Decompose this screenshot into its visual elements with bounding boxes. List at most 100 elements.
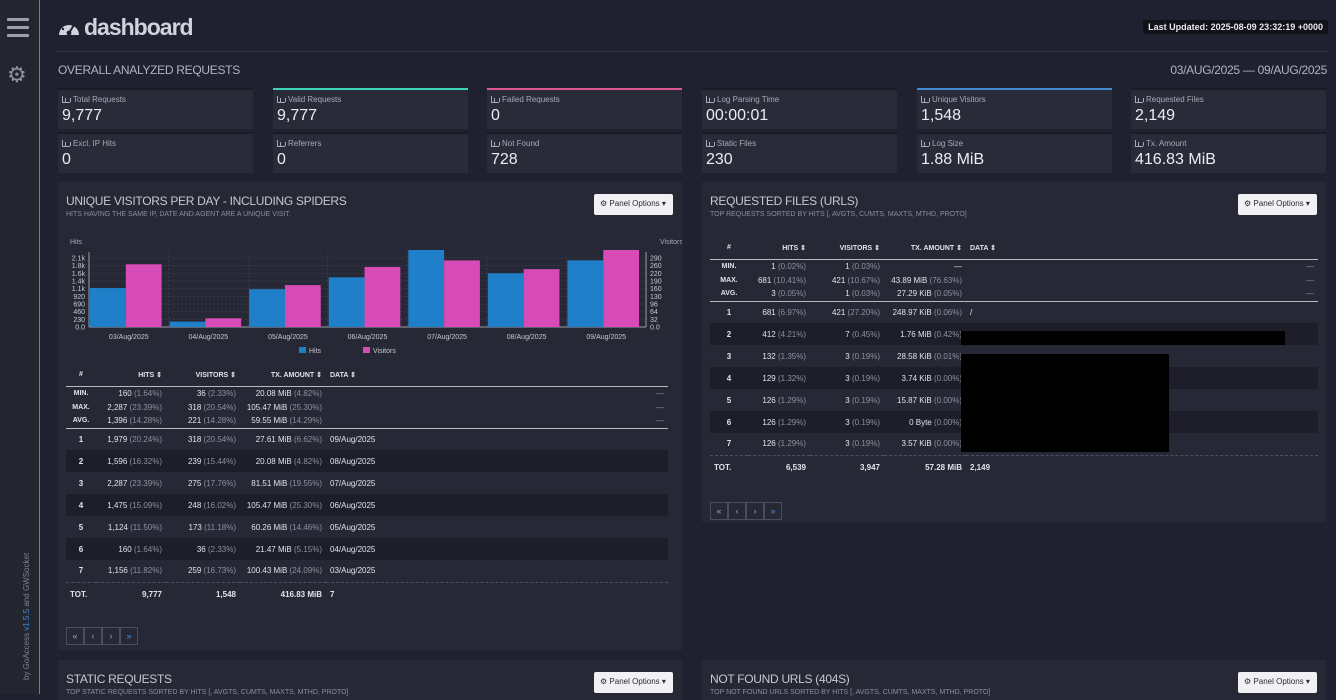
column-header[interactable]: HITS ⇕	[748, 237, 810, 260]
panel-options-button[interactable]: ⚙ Panel Options ▾	[1238, 194, 1317, 215]
date-range: 03/AUG/2025 — 09/AUG/2025	[1170, 63, 1327, 77]
prev-page-button[interactable]: ‹	[728, 502, 746, 520]
tx-percent: (6.62%)	[293, 434, 322, 444]
hits-percent: (23.39%)	[129, 478, 162, 488]
hits-percent: (11.82%)	[130, 566, 162, 576]
y2-tick-label: 0.0	[650, 325, 660, 332]
table-row[interactable]: 3 132 (1.35%) 3 (0.19%) 28.58 KiB (0.01%)	[710, 345, 1318, 367]
visitors-cell: 36 (2.33%)	[166, 538, 240, 560]
column-header[interactable]: DATA ⇕	[326, 364, 668, 387]
logo-text: dashboard	[84, 14, 194, 40]
y2-tick-label: 64	[650, 309, 658, 316]
y2-tick-label: 220	[650, 271, 662, 278]
table-row[interactable]: 4 1,475 (15.09%) 248 (16.02%) 105.47 MiB (2…	[66, 494, 668, 516]
panel-options-label: Panel Options	[609, 677, 660, 686]
first-page-button[interactable]: «	[66, 627, 84, 645]
visitors-value: 36	[196, 544, 206, 554]
stat-label-text: Failed Requests	[502, 95, 560, 104]
column-header[interactable]: #	[710, 237, 748, 260]
stat-card: Log Size 1.88 MiB	[917, 132, 1112, 173]
files-table: # HITS ⇕ VISITORS ⇕ TX. AMOUNT ⇕ DATA ⇕ MIN. 1…	[710, 237, 1318, 479]
tx-percent: (76.63%)	[929, 275, 962, 285]
table-row[interactable]: 1 681 (6.97%) 421 (27.20%) 248.97 KiB (0.06…	[710, 300, 1318, 323]
hits-cell: 1,156 (11.82%)	[96, 560, 166, 582]
stat-value: 0	[62, 151, 71, 168]
hits-value: 1,124	[107, 522, 128, 532]
hits-cell: 1,979 (20.24%)	[96, 427, 166, 450]
table-row[interactable]: 7 126 (1.29%) 3 (0.19%) 3.57 KiB (0.00%)	[710, 433, 1318, 455]
y-tick-label: 920	[73, 294, 85, 301]
last-page-button[interactable]: »	[120, 627, 138, 645]
visitors-value: 318	[187, 402, 202, 412]
first-page-button[interactable]: «	[710, 502, 728, 520]
visitors-cell: 3 (0.19%)	[810, 367, 884, 389]
gear-icon[interactable]: ⚙	[7, 62, 27, 87]
table-row[interactable]: 6 160 (1.64%) 36 (2.33%) 21.47 MiB (5.15%) 0…	[66, 538, 668, 560]
column-header[interactable]: VISITORS ⇕	[166, 364, 240, 387]
files-pager: «‹ ›»	[710, 502, 782, 520]
tx-value: 81.51 MiB	[251, 478, 288, 488]
menu-icon[interactable]	[7, 18, 29, 42]
panel-options-button[interactable]: ⚙ Panel Options ▾	[594, 672, 673, 693]
visitors-percent: (17.76%)	[203, 478, 236, 488]
next-page-button[interactable]: ›	[102, 627, 120, 645]
legend-swatch	[299, 347, 306, 353]
bar-chart-icon	[921, 96, 930, 103]
row-number: 5	[78, 522, 84, 532]
total-label: TOT.	[710, 454, 748, 479]
column-header[interactable]: TX. AMOUNT ⇕	[884, 237, 966, 260]
hits-value: 681	[757, 275, 772, 285]
visitors-value: 421	[831, 275, 846, 285]
logo: dashboard	[57, 14, 194, 41]
summary-label: MAX.	[72, 403, 90, 411]
table-row[interactable]: 7 1,156 (11.82%) 259 (16.73%) 100.43 MiB (2…	[66, 560, 668, 582]
table-row[interactable]: 5 126 (1.29%) 3 (0.19%) 15.87 KiB (0.00%)	[710, 389, 1318, 411]
table-row[interactable]: 3 2,287 (23.39%) 275 (17.76%) 81.51 MiB (19…	[66, 472, 668, 494]
credit-suffix: and GWSocket	[22, 552, 31, 609]
visitors-chart: Hits Visitors 2.1k 290 1.8k 260 1.6k 220 1.4k 190…	[70, 239, 682, 355]
hits-cell: 681 (10.41%)	[748, 273, 810, 287]
next-page-button[interactable]: ›	[746, 502, 764, 520]
table-row[interactable]: 5 1,124 (11.50%) 173 (11.18%) 60.26 MiB (14…	[66, 516, 668, 538]
total-row: TOT. 9,777 1,548 416.83 MiB 7	[66, 581, 668, 606]
panel-options-button[interactable]: ⚙ Panel Options ▾	[1238, 672, 1317, 693]
last-page-button[interactable]: »	[764, 502, 782, 520]
summary-data: —	[656, 416, 664, 426]
table-row[interactable]: 1 1,979 (20.24%) 318 (20.54%) 27.61 MiB (6.…	[66, 427, 668, 450]
table-row[interactable]: 2 1,596 (16.32%) 239 (15.44%) 20.08 MiB (4.…	[66, 450, 668, 472]
hits-value: 132	[762, 351, 776, 361]
column-header[interactable]: TX. AMOUNT ⇕	[240, 364, 326, 387]
column-header[interactable]: DATA ⇕	[966, 237, 1318, 260]
tx-percent: (0.05%)	[933, 289, 962, 299]
column-header[interactable]: #	[66, 364, 96, 387]
summary-data: —	[1306, 275, 1314, 285]
stat-label-text: Requested Files	[1146, 95, 1204, 104]
stat-label: Excl. IP Hits	[62, 139, 116, 148]
tx-value: 21.47 MiB	[255, 544, 292, 554]
panel-options-label: Panel Options	[609, 199, 660, 208]
prev-page-button[interactable]: ‹	[84, 627, 102, 645]
stat-value: 230	[706, 151, 733, 168]
summary-row: AVG. 1,396 (14.28%) 221 (14.28%) 59.55 MiB …	[66, 414, 668, 428]
visitors-percent: (16.02%)	[203, 500, 236, 510]
hits-cell: 1,475 (15.09%)	[96, 494, 166, 516]
stat-value: 0	[277, 151, 286, 168]
hits-percent: (1.64%)	[133, 388, 162, 398]
section-title: OVERALL ANALYZED REQUESTS	[58, 63, 240, 77]
hits-cell: 129 (1.32%)	[748, 367, 810, 389]
tx-percent: (4.82%)	[293, 456, 322, 466]
total-data: 7	[326, 581, 668, 606]
column-header[interactable]: HITS ⇕	[96, 364, 166, 387]
panel-options-button[interactable]: ⚙ Panel Options ▾	[594, 194, 673, 215]
visitors-cell: 318 (20.54%)	[166, 400, 240, 414]
hits-value: 126	[762, 439, 776, 449]
column-header-label: HITS	[138, 371, 155, 379]
panel-options-label: Panel Options	[1253, 677, 1304, 686]
hits-value: 1,156	[107, 566, 128, 576]
column-header[interactable]: VISITORS ⇕	[810, 237, 884, 260]
bar-chart-icon	[706, 96, 715, 103]
y2-tick-label: 32	[650, 317, 658, 324]
hits-value: 1,596	[107, 456, 128, 466]
credit-version-link[interactable]: v1.5.5	[22, 608, 31, 631]
y2-tick-label: 130	[650, 294, 662, 301]
